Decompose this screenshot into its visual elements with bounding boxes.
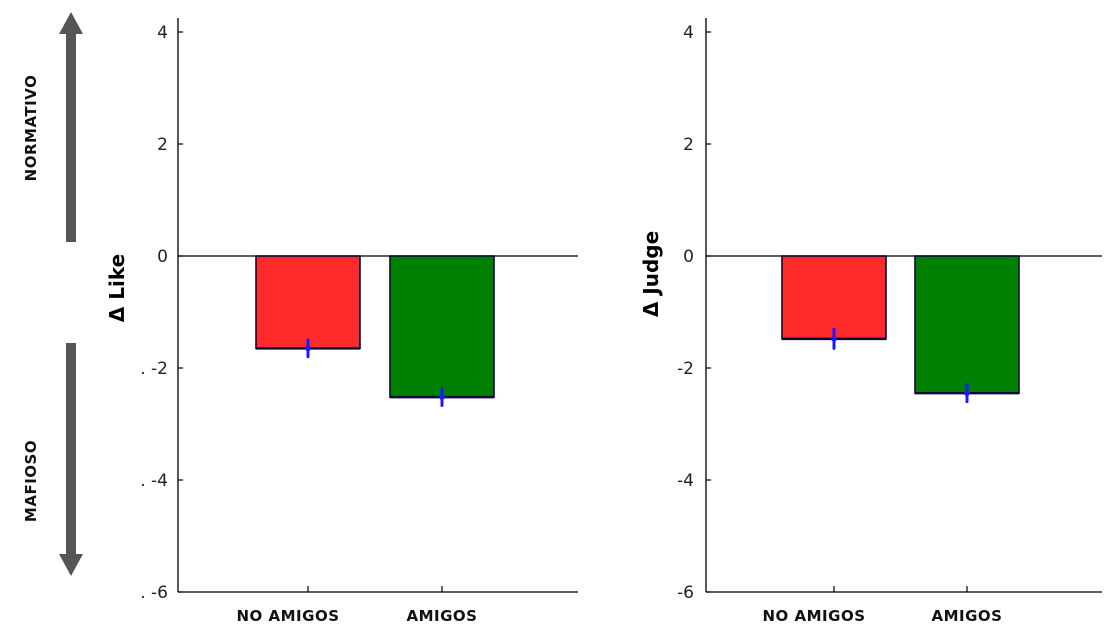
error-bar-mean-dot bbox=[831, 336, 837, 342]
chart-like: Δ Like 4 2 0 . -2 . -4 . -6 NO AMIGOS AMIGOS bbox=[105, 18, 578, 625]
y-tick-label: . -6 bbox=[140, 583, 168, 603]
bar-no-amigos bbox=[781, 255, 887, 340]
y-tick-label: -4 bbox=[677, 471, 694, 491]
bar-amigos bbox=[914, 255, 1020, 394]
x-category-label: AMIGOS bbox=[407, 607, 478, 625]
x-axis-categories: NO AMIGOS AMIGOS bbox=[762, 586, 1002, 625]
y-tick-label: 2 bbox=[683, 135, 694, 155]
error-bar-mean-dot bbox=[964, 390, 970, 397]
x-category-label: NO AMIGOS bbox=[236, 607, 339, 625]
y-tick-label: 0 bbox=[157, 247, 168, 267]
y-axis-ticks: 4 2 0 -2 -4 -6 bbox=[677, 18, 1102, 603]
x-category-label: AMIGOS bbox=[932, 607, 1003, 625]
bars bbox=[255, 255, 495, 408]
chart-judge: Δ Judge 4 2 0 -2 -4 -6 NO AMIGOS AMIGOS bbox=[639, 18, 1102, 625]
error-bar-mean-dot bbox=[305, 345, 311, 352]
y-axis-ticks: 4 2 0 . -2 . -4 . -6 bbox=[140, 18, 578, 603]
y-tick-label: . -4 bbox=[140, 471, 168, 491]
y-tick-label: -6 bbox=[677, 583, 694, 603]
x-axis-categories: NO AMIGOS AMIGOS bbox=[236, 586, 477, 625]
y-axis-label: Δ Like bbox=[105, 254, 129, 322]
y-tick-label: 4 bbox=[683, 23, 694, 43]
y-tick-label: 0 bbox=[683, 247, 694, 267]
bar-amigos bbox=[389, 255, 495, 398]
bars bbox=[781, 255, 1020, 404]
y-tick-label: 2 bbox=[157, 135, 168, 155]
error-bar-mean-dot bbox=[439, 394, 445, 400]
side-annotation: NORMATIVO MAFIOSO bbox=[22, 12, 83, 576]
down-arrow-icon bbox=[59, 343, 83, 576]
y-tick-label: . -2 bbox=[140, 359, 168, 379]
y-tick-label: -2 bbox=[677, 359, 694, 379]
x-category-label: NO AMIGOS bbox=[762, 607, 865, 625]
up-arrow-icon bbox=[59, 12, 83, 242]
normativo-label: NORMATIVO bbox=[22, 75, 40, 182]
y-tick-label: 4 bbox=[157, 23, 168, 43]
bar-no-amigos bbox=[255, 255, 361, 350]
mafioso-label: MAFIOSO bbox=[22, 440, 40, 522]
y-axis-label: Δ Judge bbox=[639, 231, 663, 317]
